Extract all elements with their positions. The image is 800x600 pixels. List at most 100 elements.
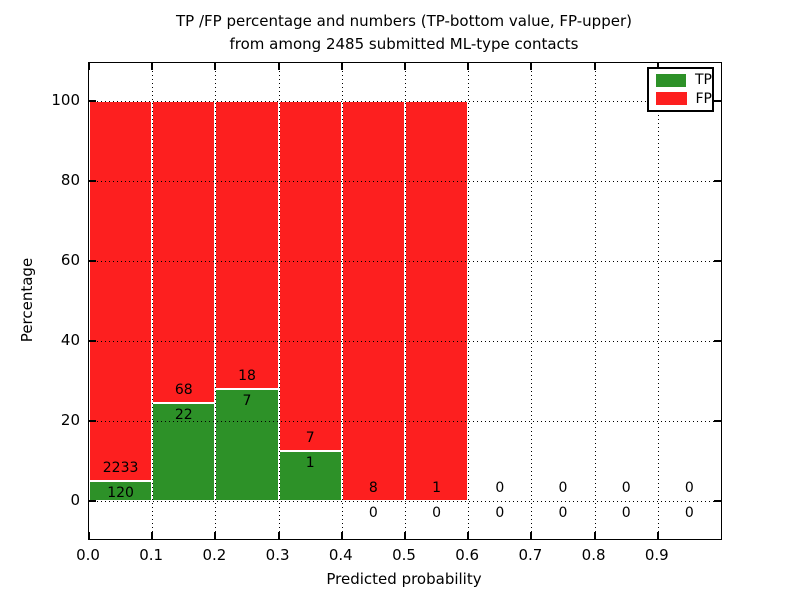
tp-count-label: 0	[621, 505, 631, 521]
y-tick-mark	[714, 100, 721, 102]
tp-count-label: 7	[242, 393, 252, 409]
x-tick-mark	[88, 532, 90, 539]
x-tick-mark	[151, 532, 154, 539]
fp-count-label: 0	[684, 480, 694, 496]
tp-count-label: 120	[107, 484, 134, 501]
x-tick-mark	[404, 63, 406, 70]
y-axis-label: Percentage	[18, 257, 36, 343]
x-tick-label: 0.4	[328, 546, 353, 564]
bar-segment-fp	[341, 101, 405, 501]
bar-segment-fp	[215, 101, 279, 389]
x-gridline	[278, 63, 280, 539]
x-tick-mark	[467, 63, 470, 70]
y-tick-mark	[89, 260, 96, 262]
tp-count-label: 0	[432, 505, 442, 521]
x-tick-mark	[656, 532, 659, 539]
bar-segment-fp	[152, 101, 216, 404]
x-axis-label: Predicted probability	[326, 570, 482, 588]
y-tick-label: 100	[51, 91, 80, 109]
fp-count-label: 0	[495, 480, 505, 496]
bar-segment-fp	[89, 101, 153, 481]
x-tick-mark	[467, 532, 470, 539]
bar-segment-tp	[215, 389, 279, 501]
x-tick-label: 0.1	[139, 546, 164, 564]
y-tick-label: 80	[60, 171, 80, 189]
bar-segment-fp	[278, 101, 342, 451]
x-tick-label: 0.7	[518, 546, 543, 564]
x-tick-label: 0.2	[202, 546, 227, 564]
y-tick-mark	[714, 340, 721, 342]
y-tick-mark	[714, 420, 721, 422]
x-gridline	[215, 63, 217, 539]
x-tick-mark	[656, 63, 659, 70]
x-gridline	[468, 63, 470, 539]
x-gridline	[405, 63, 406, 539]
x-tick-label: 0.5	[392, 546, 416, 564]
y-tick-mark	[89, 100, 96, 102]
y-tick-mark	[89, 500, 96, 502]
x-tick-mark	[340, 63, 343, 70]
x-tick-label: 0.6	[455, 546, 480, 564]
legend-item-tp: TP	[649, 73, 712, 87]
x-tick-mark	[530, 532, 533, 539]
bar-segment-tp	[278, 451, 342, 501]
x-tick-mark	[277, 63, 280, 70]
legend-label-fp: FP	[695, 90, 713, 107]
fp-count-label: 7	[305, 430, 315, 446]
legend-item-fp: FP	[649, 92, 712, 106]
y-tick-mark	[714, 500, 721, 502]
x-tick-mark	[88, 63, 90, 70]
y-tick-mark	[89, 340, 96, 342]
bar-segment-tp	[152, 403, 216, 501]
x-gridline	[594, 63, 596, 539]
tp-count-label: 0	[684, 505, 694, 521]
plot-area: 2233 120 68 22 18 7 7 1 8 0 1 0 0 0 0 0 0 0 0 0	[88, 62, 722, 540]
y-tick-label: 60	[60, 251, 80, 269]
tp-count-label: 0	[368, 505, 378, 521]
fp-count-label: 0	[558, 480, 568, 496]
fp-count-label: 68	[174, 382, 193, 399]
x-tick-mark	[214, 532, 217, 539]
x-gridline	[657, 63, 659, 539]
fp-count-label: 1	[432, 480, 442, 496]
legend-label-tp: TP	[695, 72, 712, 89]
y-tick-mark	[89, 180, 96, 182]
tp-count-label: 1	[305, 455, 315, 471]
x-tick-mark	[530, 63, 533, 70]
x-gridline	[341, 63, 343, 539]
bar-segment-tp	[89, 480, 153, 501]
x-tick-mark	[593, 532, 596, 539]
y-tick-label: 0	[70, 491, 80, 509]
tp-count-label: 22	[174, 407, 193, 424]
fp-count-label: 0	[621, 480, 631, 496]
x-tick-label: 0.8	[581, 546, 606, 564]
x-tick-mark	[277, 532, 280, 539]
y-tick-mark	[714, 260, 721, 262]
x-tick-mark	[404, 532, 406, 539]
fp-color-swatch	[656, 92, 687, 106]
x-tick-mark	[151, 63, 154, 70]
x-tick-mark	[593, 63, 596, 70]
chart-title-line1: TP /FP percentage and numbers (TP-bottom…	[176, 12, 632, 30]
tp-color-swatch	[656, 73, 686, 87]
y-tick-label: 20	[60, 411, 80, 429]
fp-count-label: 2233	[102, 459, 139, 476]
fp-count-label: 18	[238, 368, 256, 384]
x-gridline	[152, 63, 154, 539]
legend: TP FP	[647, 67, 714, 112]
y-tick-mark	[714, 180, 721, 182]
chart-title-line2: from among 2485 submitted ML-type contac…	[229, 35, 579, 53]
y-tick-label: 40	[60, 331, 80, 349]
bar-segment-fp	[405, 101, 469, 501]
x-tick-label: 0.9	[644, 546, 669, 564]
x-gridline	[531, 63, 533, 539]
tp-count-label: 0	[495, 505, 505, 521]
x-tick-mark	[214, 63, 217, 70]
x-tick-label: 0.3	[265, 546, 290, 564]
fp-count-label: 8	[368, 480, 378, 496]
tp-count-label: 0	[558, 505, 568, 521]
x-tick-mark	[340, 532, 343, 539]
x-tick-label: 0.0	[76, 546, 100, 564]
y-tick-mark	[89, 420, 96, 422]
